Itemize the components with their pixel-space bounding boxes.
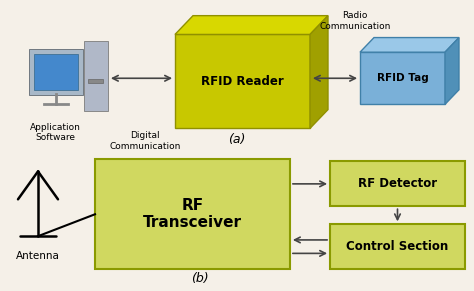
Text: Control Section: Control Section: [346, 240, 448, 253]
Text: RFID Tag: RFID Tag: [377, 73, 428, 83]
Text: RFID Reader: RFID Reader: [201, 75, 284, 88]
Polygon shape: [360, 38, 459, 52]
FancyBboxPatch shape: [175, 34, 310, 128]
FancyBboxPatch shape: [84, 41, 108, 111]
Text: (b): (b): [191, 272, 209, 285]
Polygon shape: [445, 38, 459, 104]
Polygon shape: [310, 16, 328, 128]
Text: RF
Transceiver: RF Transceiver: [143, 198, 242, 230]
FancyBboxPatch shape: [330, 162, 465, 206]
Text: Application
Software: Application Software: [29, 123, 81, 142]
Text: (a): (a): [228, 133, 246, 146]
Text: Antenna: Antenna: [16, 251, 60, 261]
FancyBboxPatch shape: [34, 54, 78, 90]
FancyBboxPatch shape: [330, 224, 465, 269]
Text: Radio
Communication: Radio Communication: [319, 11, 391, 31]
FancyBboxPatch shape: [29, 49, 83, 95]
Polygon shape: [175, 16, 328, 34]
FancyBboxPatch shape: [88, 79, 103, 84]
Text: Digital
Communication: Digital Communication: [109, 131, 181, 150]
FancyBboxPatch shape: [360, 52, 445, 104]
FancyBboxPatch shape: [95, 159, 290, 269]
Text: RF Detector: RF Detector: [358, 178, 437, 190]
